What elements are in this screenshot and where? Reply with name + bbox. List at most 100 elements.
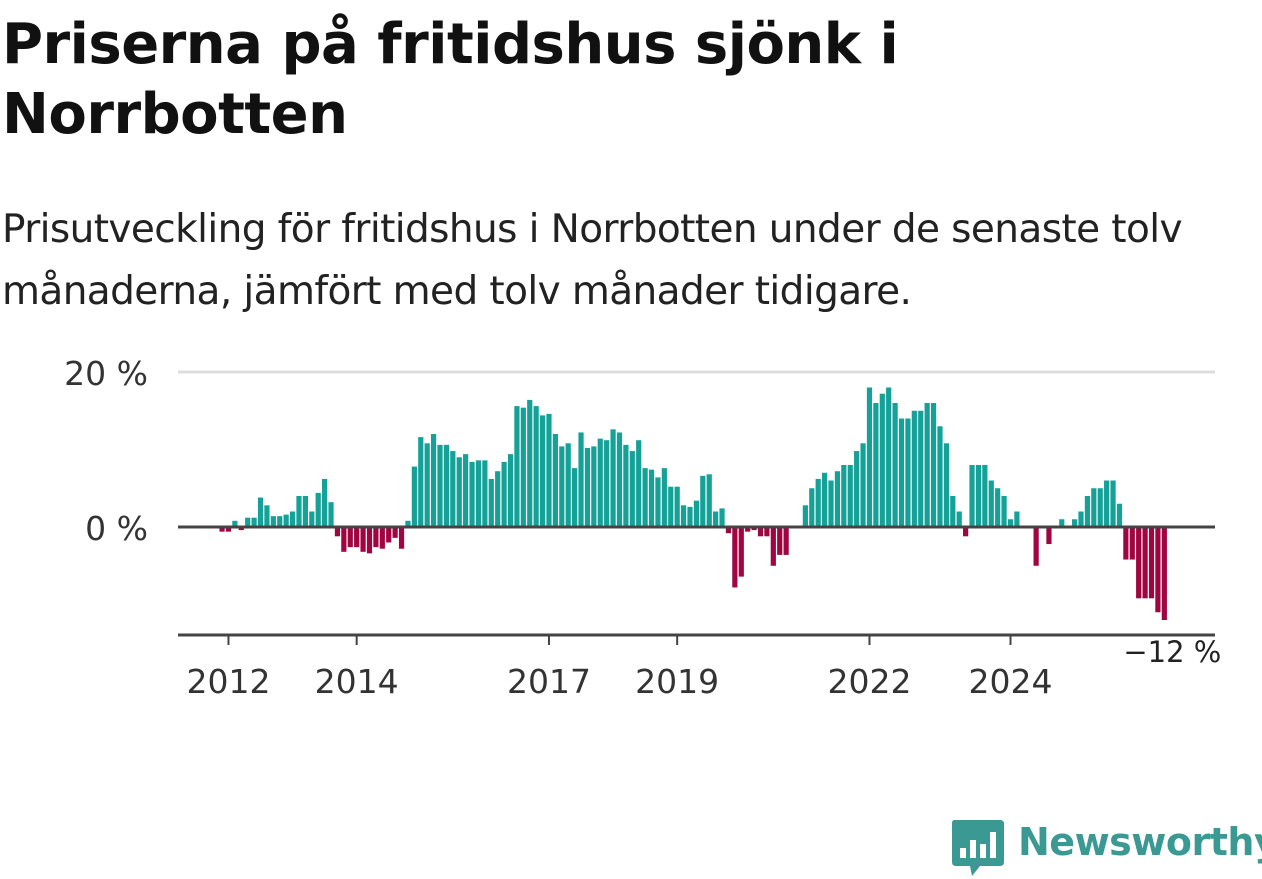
bar: [693, 500, 699, 527]
bar: [725, 527, 732, 534]
bar: [501, 461, 507, 527]
bar: [527, 399, 533, 527]
bar: [834, 471, 841, 527]
bar: [937, 426, 943, 527]
bar: [642, 468, 648, 527]
bar: [854, 451, 860, 527]
bar: [911, 410, 917, 527]
bar: [552, 434, 558, 527]
bar: [719, 508, 725, 527]
brand-name: Newsworthy: [1018, 820, 1262, 864]
bar: [995, 488, 1001, 527]
bar: [245, 517, 251, 527]
bar: [437, 444, 443, 527]
bar: [219, 527, 225, 532]
bar: [982, 465, 988, 527]
chart-subtitle: Prisutveckling för fritidshus i Norrbott…: [2, 207, 1183, 314]
last-value-label: −12 %: [1123, 635, 1221, 669]
bar: [764, 527, 770, 537]
bar: [822, 472, 828, 527]
bar: [847, 465, 853, 527]
bar: [1142, 527, 1148, 599]
bar: [783, 527, 789, 555]
bar: [424, 443, 430, 527]
bar: [514, 406, 520, 527]
bar: [392, 527, 398, 538]
bar: [578, 432, 584, 527]
bar: [277, 516, 283, 527]
bar: [1033, 527, 1039, 566]
bar: [1071, 519, 1078, 527]
bar: [860, 443, 866, 527]
bar: [225, 527, 232, 532]
bar: [956, 511, 962, 527]
bar: [1129, 527, 1135, 560]
bar: [405, 520, 411, 527]
bar: [770, 527, 776, 566]
bar: [873, 403, 879, 527]
y-tick-label: 20 %: [64, 354, 148, 393]
bar: [866, 387, 873, 527]
bar: [520, 407, 526, 527]
bar: [1046, 527, 1052, 545]
bar-chart: 0 % 20 % 2012 2014 2017 2019 2022 2024 −12 %: [64, 354, 1223, 701]
bar: [238, 527, 244, 531]
bar: [379, 527, 385, 549]
bar: [283, 514, 289, 527]
bar: [341, 527, 347, 552]
bar: [443, 444, 450, 527]
bar: [559, 446, 565, 527]
bar: [1007, 519, 1014, 527]
bar: [610, 429, 616, 527]
bar: [687, 506, 693, 527]
bar: [398, 527, 405, 549]
bar: [1014, 511, 1020, 527]
bar: [322, 478, 328, 527]
bar: [732, 527, 738, 588]
bar: [232, 520, 238, 527]
bar: [898, 418, 905, 527]
bar: [700, 475, 706, 527]
bar: [841, 465, 847, 527]
bar: [1123, 527, 1129, 560]
bar: [828, 480, 834, 527]
bar: [802, 505, 808, 527]
bar: [738, 527, 744, 577]
bar: [366, 527, 373, 554]
bar: [777, 527, 783, 555]
x-tick-label: 2019: [635, 662, 719, 701]
bar: [430, 434, 437, 527]
bar: [495, 471, 501, 527]
bar: [482, 460, 488, 527]
bar: [1091, 488, 1097, 527]
bar: [924, 403, 930, 527]
bar: [713, 511, 719, 527]
bar: [264, 505, 270, 527]
bar: [360, 527, 366, 552]
bar: [809, 488, 815, 527]
bar: [815, 478, 821, 527]
chart-title: Priserna på fritidshus sjönk i Norrbotte…: [2, 12, 899, 147]
x-tick-label: 2014: [315, 662, 399, 701]
bar: [648, 469, 655, 527]
bar: [655, 477, 661, 527]
bar: [1116, 503, 1123, 527]
bar: [334, 527, 341, 537]
y-tick-label: 0 %: [85, 509, 148, 548]
newsworthy-logo-icon: [952, 820, 1004, 876]
bar: [469, 461, 475, 527]
bar: [296, 496, 302, 527]
newsworthy-logo: Newsworthy: [950, 818, 1262, 878]
bar: [1110, 480, 1116, 527]
bar: [623, 444, 629, 527]
bar: [507, 454, 514, 527]
bar: [418, 437, 424, 527]
bar: [988, 480, 994, 527]
x-tick-label: 2017: [507, 662, 591, 701]
bar: [918, 410, 924, 527]
bar: [373, 527, 379, 548]
bar: [1084, 496, 1091, 527]
bar: [309, 511, 315, 527]
bar: [411, 466, 417, 527]
x-tick-label: 2024: [968, 662, 1052, 701]
